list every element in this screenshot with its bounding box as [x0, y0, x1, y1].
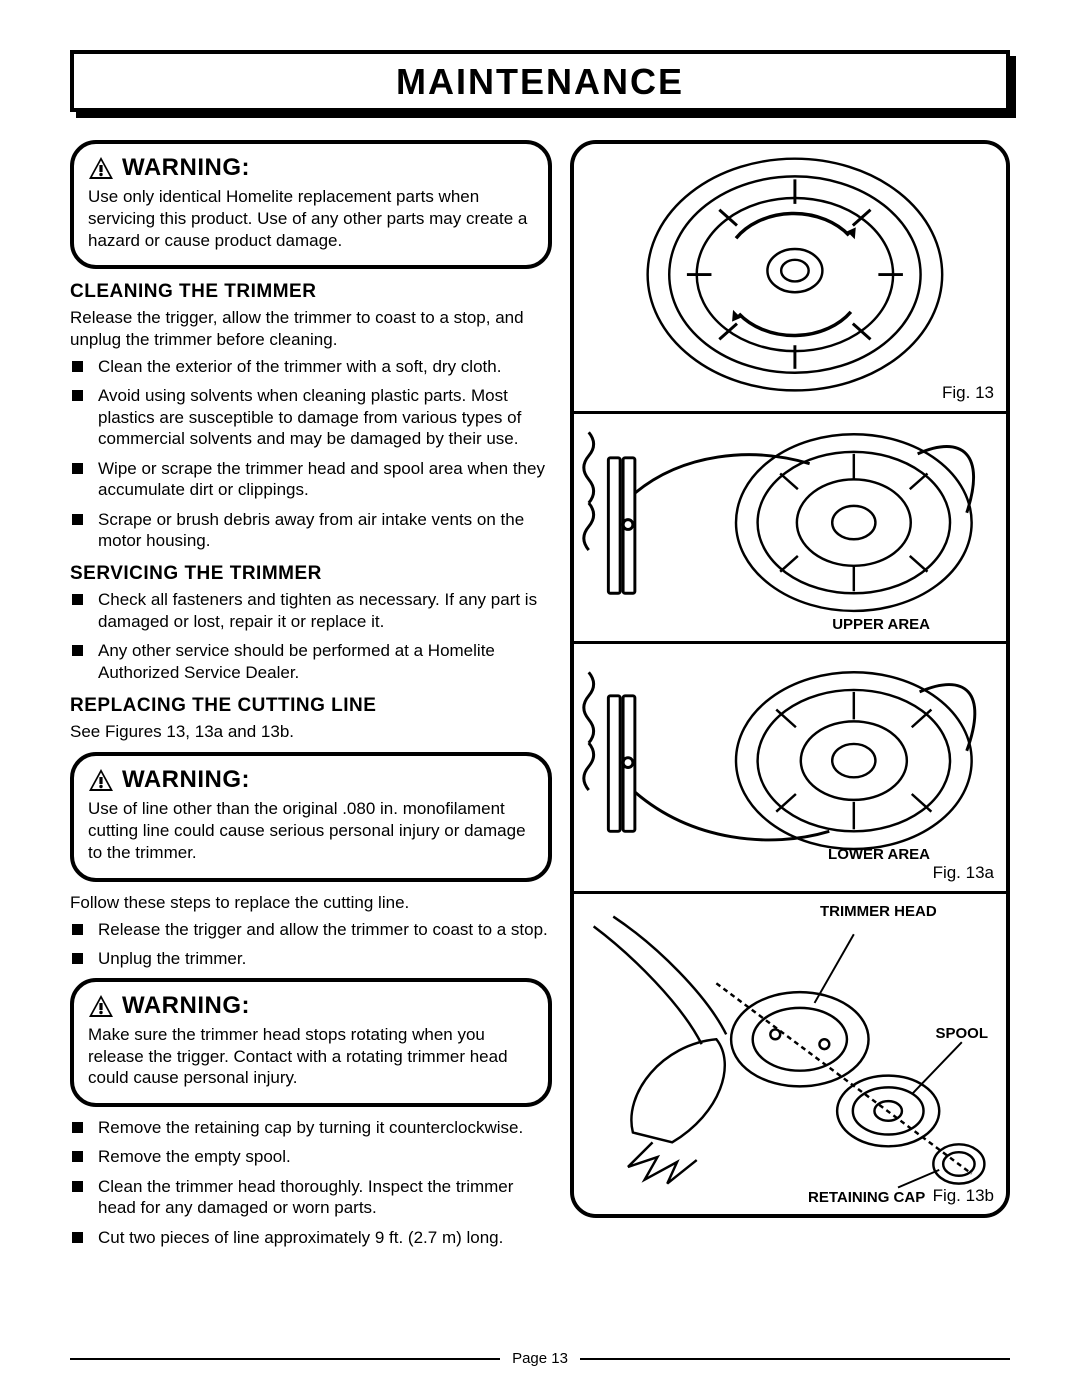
- figure-label-13: Fig. 13: [942, 383, 994, 403]
- warning-label: WARNING:: [122, 154, 250, 182]
- right-column: Fig. 13: [570, 140, 1010, 1256]
- servicing-list: Check all fasteners and tighten as neces…: [70, 589, 552, 683]
- label-lower-area: LOWER AREA: [828, 847, 930, 864]
- replacing-list-b: Remove the retaining cap by turning it c…: [70, 1117, 552, 1248]
- heading-servicing: SERVICING THE TRIMMER: [70, 563, 552, 585]
- warning-text-3: Make sure the trimmer head stops rotatin…: [88, 1024, 534, 1089]
- figure-frame: Fig. 13: [570, 140, 1010, 1218]
- page-footer: Page 13: [70, 1350, 1010, 1367]
- warning-box-2: WARNING: Use of line other than the orig…: [70, 752, 552, 881]
- cleaning-list: Clean the exterior of the trimmer with a…: [70, 356, 552, 551]
- list-item: Unplug the trimmer.: [98, 948, 552, 969]
- list-item: Cut two pieces of line approximately 9 f…: [98, 1227, 552, 1248]
- diagram-upper-area: [574, 414, 1006, 641]
- replacing-follow: Follow these steps to replace the cuttin…: [70, 892, 552, 913]
- warning-title: WARNING:: [88, 766, 534, 794]
- figure-13a-lower: LOWER AREA Fig. 13a: [574, 644, 1006, 894]
- diagram-exploded: [574, 894, 1006, 1214]
- warning-text-2: Use of line other than the original .080…: [88, 798, 534, 863]
- label-upper-area: UPPER AREA: [832, 617, 930, 634]
- figure-label-13a: Fig. 13a: [933, 863, 994, 883]
- footer-page-number: Page 13: [500, 1350, 580, 1367]
- list-item: Check all fasteners and tighten as neces…: [98, 589, 552, 632]
- left-column: WARNING: Use only identical Homelite rep…: [70, 140, 552, 1256]
- list-item: Clean the trimmer head thoroughly. Inspe…: [98, 1176, 552, 1219]
- cleaning-intro: Release the trigger, allow the trimmer t…: [70, 307, 552, 350]
- heading-cleaning: CLEANING THE TRIMMER: [70, 281, 552, 303]
- label-trimmer-head: TRIMMER HEAD: [820, 904, 937, 921]
- replacing-list-a: Release the trigger and allow the trimme…: [70, 919, 552, 970]
- label-spool: SPOOL: [935, 1026, 988, 1043]
- list-item: Clean the exterior of the trimmer with a…: [98, 356, 552, 377]
- list-item: Remove the empty spool.: [98, 1146, 552, 1167]
- warning-icon: [88, 156, 114, 180]
- list-item: Scrape or brush debris away from air int…: [98, 509, 552, 552]
- warning-icon: [88, 768, 114, 792]
- warning-box-3: WARNING: Make sure the trimmer head stop…: [70, 978, 552, 1107]
- footer-rule-left: [70, 1358, 500, 1360]
- figure-13: Fig. 13: [574, 144, 1006, 414]
- replacing-see: See Figures 13, 13a and 13b.: [70, 721, 552, 742]
- label-retaining-cap: RETAINING CAP: [808, 1190, 925, 1207]
- page-title-box: MAINTENANCE: [70, 50, 1010, 112]
- list-item: Wipe or scrape the trimmer head and spoo…: [98, 458, 552, 501]
- figure-13b: TRIMMER HEAD SPOOL RETAINING CAP Fig. 13…: [574, 894, 1006, 1214]
- warning-title: WARNING:: [88, 154, 534, 182]
- warning-label: WARNING:: [122, 766, 250, 794]
- figure-13a-upper: UPPER AREA: [574, 414, 1006, 644]
- figure-label-13b: Fig. 13b: [933, 1186, 994, 1206]
- warning-text-1: Use only identical Homelite replacement …: [88, 186, 534, 251]
- diagram-lower-area: [574, 644, 1006, 891]
- warning-title: WARNING:: [88, 992, 534, 1020]
- warning-label: WARNING:: [122, 992, 250, 1020]
- main-columns: WARNING: Use only identical Homelite rep…: [70, 140, 1010, 1256]
- heading-replacing: REPLACING THE CUTTING LINE: [70, 695, 552, 717]
- footer-rule-right: [580, 1358, 1010, 1360]
- list-item: Release the trigger and allow the trimme…: [98, 919, 552, 940]
- page-title: MAINTENANCE: [74, 54, 1006, 110]
- list-item: Any other service should be performed at…: [98, 640, 552, 683]
- list-item: Avoid using solvents when cleaning plast…: [98, 385, 552, 449]
- warning-icon: [88, 994, 114, 1018]
- list-item: Remove the retaining cap by turning it c…: [98, 1117, 552, 1138]
- diagram-spool-top: [574, 144, 1006, 411]
- warning-box-1: WARNING: Use only identical Homelite rep…: [70, 140, 552, 269]
